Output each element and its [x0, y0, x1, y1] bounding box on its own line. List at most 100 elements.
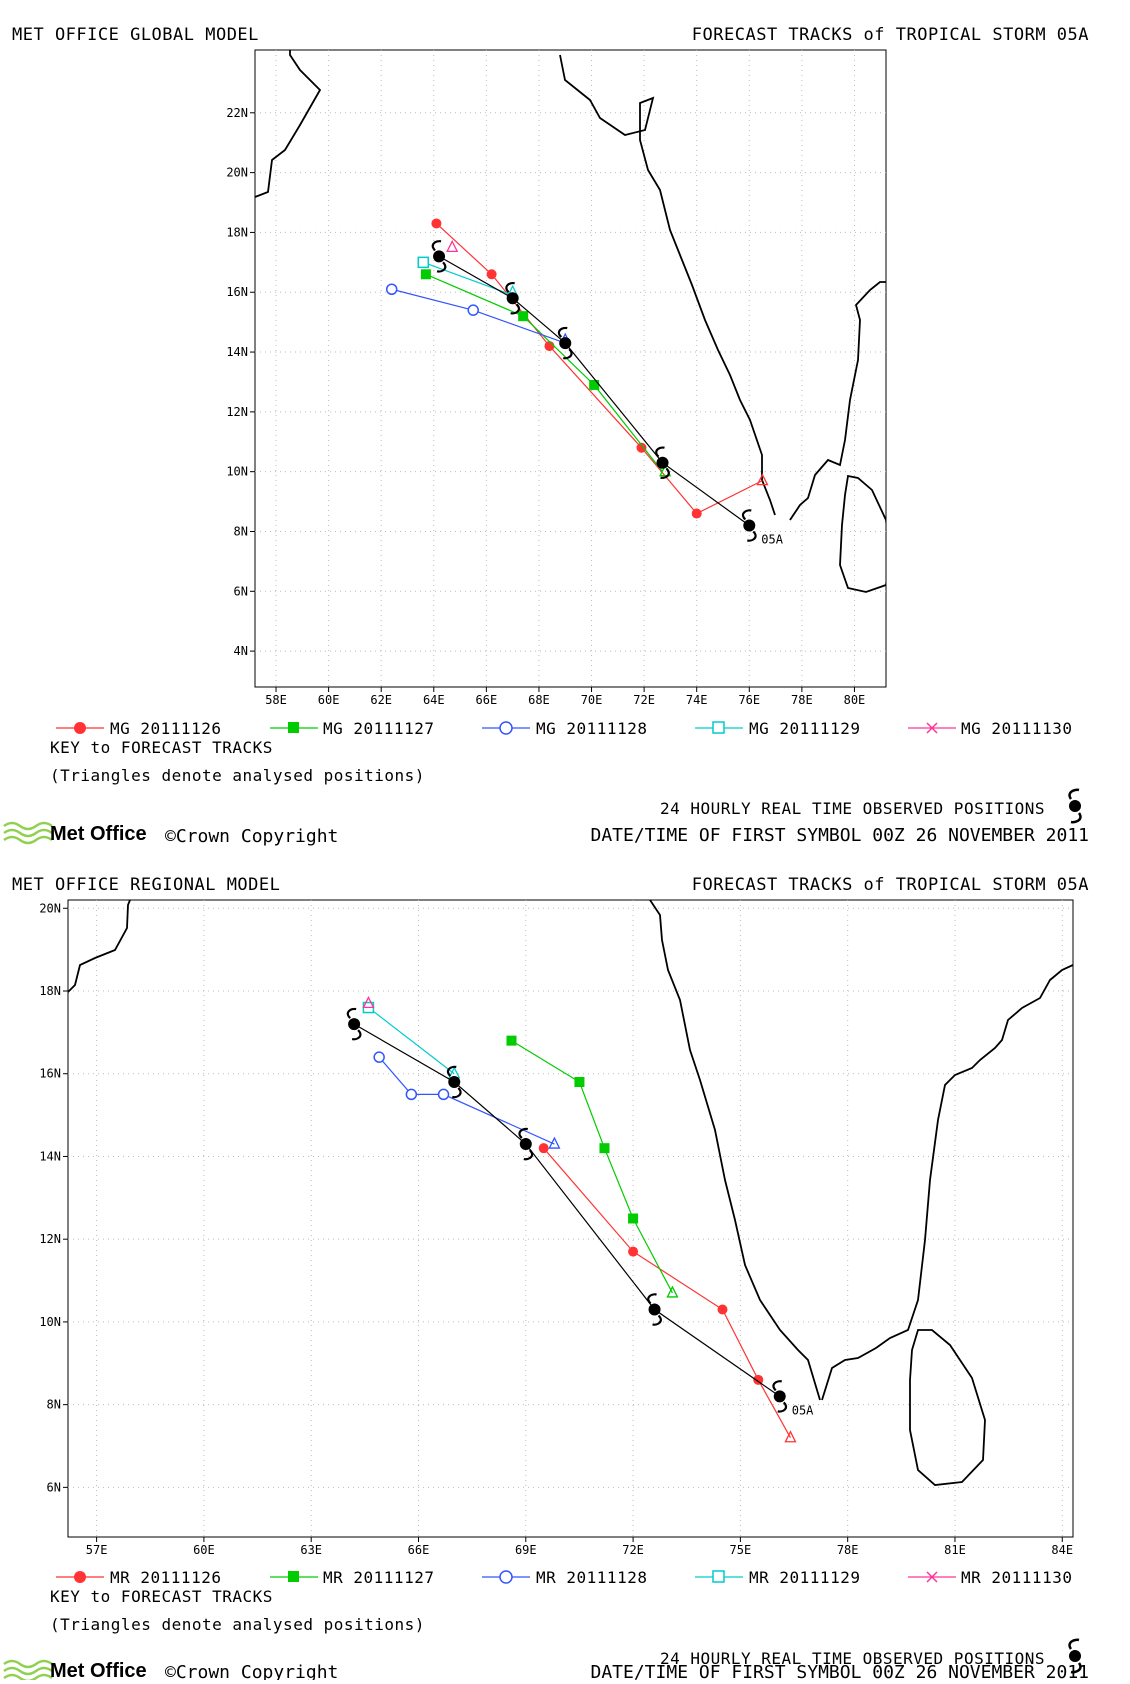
lon-tick-label: 60E [193, 1543, 215, 1557]
legend-item-27: MR 20111127 [270, 1568, 434, 1587]
track-point [431, 218, 442, 229]
track-point [544, 341, 555, 352]
lat-tick-label: 10N [226, 465, 248, 479]
lat-tick-label: 20N [226, 166, 248, 180]
forecast-tracks [362, 995, 797, 1443]
lon-tick-label: 66E [408, 1543, 430, 1557]
first-symbol-time: DATE/TIME OF FIRST SYMBOL 00Z 26 NOVEMBE… [591, 825, 1090, 846]
axis-ticks: 58E 60E 62E 64E 66E 68E 70E 72E 74E 76E 78E 80E 4N 6N… [226, 106, 865, 707]
cyclone-symbol-icon [1068, 1638, 1082, 1674]
track-point [420, 269, 431, 280]
forecast-track-line [368, 1007, 455, 1075]
svg-text:Met Office: Met Office [50, 1660, 147, 1680]
track-point [385, 283, 398, 295]
lon-tick-label: 69E [515, 1543, 537, 1557]
legend: MG 20111126 MG 20111127 MG 20111128 MG 2… [56, 719, 1072, 738]
forecast-track-line [436, 223, 763, 515]
cyclone-symbol-icon [346, 1007, 362, 1041]
legend-item-30: MR 20111130 [908, 1568, 1072, 1587]
storm-label: 05A [761, 533, 783, 547]
lon-tick-label: 72E [633, 693, 655, 707]
lon-tick-label: 64E [423, 693, 445, 707]
track-point [518, 311, 529, 322]
cyclone-symbol-icon [647, 1293, 662, 1326]
lat-tick-label: 22N [226, 106, 248, 120]
copyright: ©Crown Copyright [165, 826, 338, 847]
lon-tick-label: 57E [86, 1543, 108, 1557]
forecast-title: FORECAST TRACKS of TROPICAL STORM 05A [692, 25, 1089, 45]
lon-tick-label: 58E [265, 693, 287, 707]
forecast-title: FORECAST TRACKS of TROPICAL STORM 05A [692, 875, 1089, 895]
observed-track-line [353, 1023, 781, 1397]
key-title: KEY to FORECAST TRACKS [50, 738, 273, 757]
svg-text:MR 20111130: MR 20111130 [961, 1568, 1072, 1587]
cyclone-symbol-icon [655, 446, 670, 479]
regional-model-panel: MET OFFICE REGIONAL MODEL FORECAST TRACK… [3, 875, 1090, 1683]
wave-icon [3, 1659, 53, 1683]
lat-tick-label: 18N [226, 225, 248, 239]
lat-tick-label: 6N [47, 1480, 61, 1494]
cyclone-symbol-icon [741, 509, 757, 542]
cyclone-symbol-icon [772, 1380, 788, 1413]
met-office-logo: Met Office [3, 821, 147, 845]
analysed-triangle [784, 1430, 797, 1443]
forecast-track-line [378, 1056, 555, 1145]
lat-tick-label: 6N [234, 584, 248, 598]
lat-tick-label: 8N [234, 524, 248, 538]
forecast-tracks [385, 218, 769, 519]
legend-item-27: MG 20111127 [270, 719, 434, 738]
forecast-track-line [543, 1147, 791, 1439]
gridlines [68, 900, 1073, 1537]
global-model-panel: MET OFFICE GLOBAL MODEL FORECAST TRACKS … [3, 25, 1090, 847]
lon-tick-label: 81E [944, 1543, 966, 1557]
legend-item-30: MG 20111130 [908, 719, 1072, 738]
lat-tick-label: 12N [226, 405, 248, 419]
lon-tick-label: 62E [370, 693, 392, 707]
storm-label: 05A [792, 1403, 814, 1417]
axis-ticks: 57E 60E 63E 66E 69E 72E 75E 78E 81E 84E 6N 8N 10N 12N… [39, 901, 1073, 1557]
observed-label: 24 HOURLY REAL TIME OBSERVED POSITIONS [660, 799, 1045, 818]
track-point [506, 1035, 517, 1046]
lat-tick-label: 18N [39, 984, 61, 998]
cyclone-symbol-icon [1068, 788, 1082, 824]
svg-text:MR 20111129: MR 20111129 [749, 1568, 860, 1587]
cyclone-symbol-icon [446, 1065, 462, 1099]
track-point [599, 1143, 610, 1154]
lon-tick-label: 70E [581, 693, 603, 707]
copyright: ©Crown Copyright [165, 1662, 338, 1680]
open-circle-marker [499, 721, 513, 735]
map-frame [254, 49, 887, 688]
track-point [417, 256, 430, 269]
track-point [486, 269, 497, 280]
x-marker [926, 1571, 938, 1583]
lat-tick-label: 14N [226, 345, 248, 359]
wave-icon [3, 821, 53, 845]
legend-item-26: MG 20111126 [56, 719, 221, 738]
first-symbol-time: DATE/TIME OF FIRST SYMBOL 00Z 26 NOVEMBE… [591, 1662, 1090, 1680]
met-office-logo: Met Office [3, 1659, 147, 1683]
track-point [636, 442, 647, 453]
svg-text:MG 20111127: MG 20111127 [323, 719, 434, 738]
lon-tick-label: 76E [738, 693, 760, 707]
key-title: KEY to FORECAST TRACKS [50, 1587, 273, 1606]
observed-track-line [438, 255, 750, 526]
lat-tick-label: 16N [39, 1067, 61, 1081]
forecast-track-line [511, 1040, 673, 1294]
lat-tick-label: 14N [39, 1149, 61, 1163]
lon-tick-label: 66E [476, 693, 498, 707]
coastline [255, 50, 886, 593]
svg-text:MG 20111128: MG 20111128 [536, 719, 647, 738]
lon-tick-label: 60E [318, 693, 340, 707]
lat-tick-label: 8N [47, 1398, 61, 1412]
track-point [691, 508, 702, 519]
filled-square-marker [288, 1571, 299, 1582]
lat-tick-label: 10N [39, 1315, 61, 1329]
legend-item-28: MR 20111128 [482, 1568, 647, 1587]
lon-tick-label: 84E [1051, 1543, 1073, 1557]
lat-tick-label: 12N [39, 1232, 61, 1246]
analysed-triangle [362, 995, 375, 1009]
observed-positions [346, 1007, 788, 1413]
filled-circle-marker [74, 1571, 86, 1583]
track-point [753, 1374, 764, 1385]
open-square-marker [712, 721, 725, 734]
